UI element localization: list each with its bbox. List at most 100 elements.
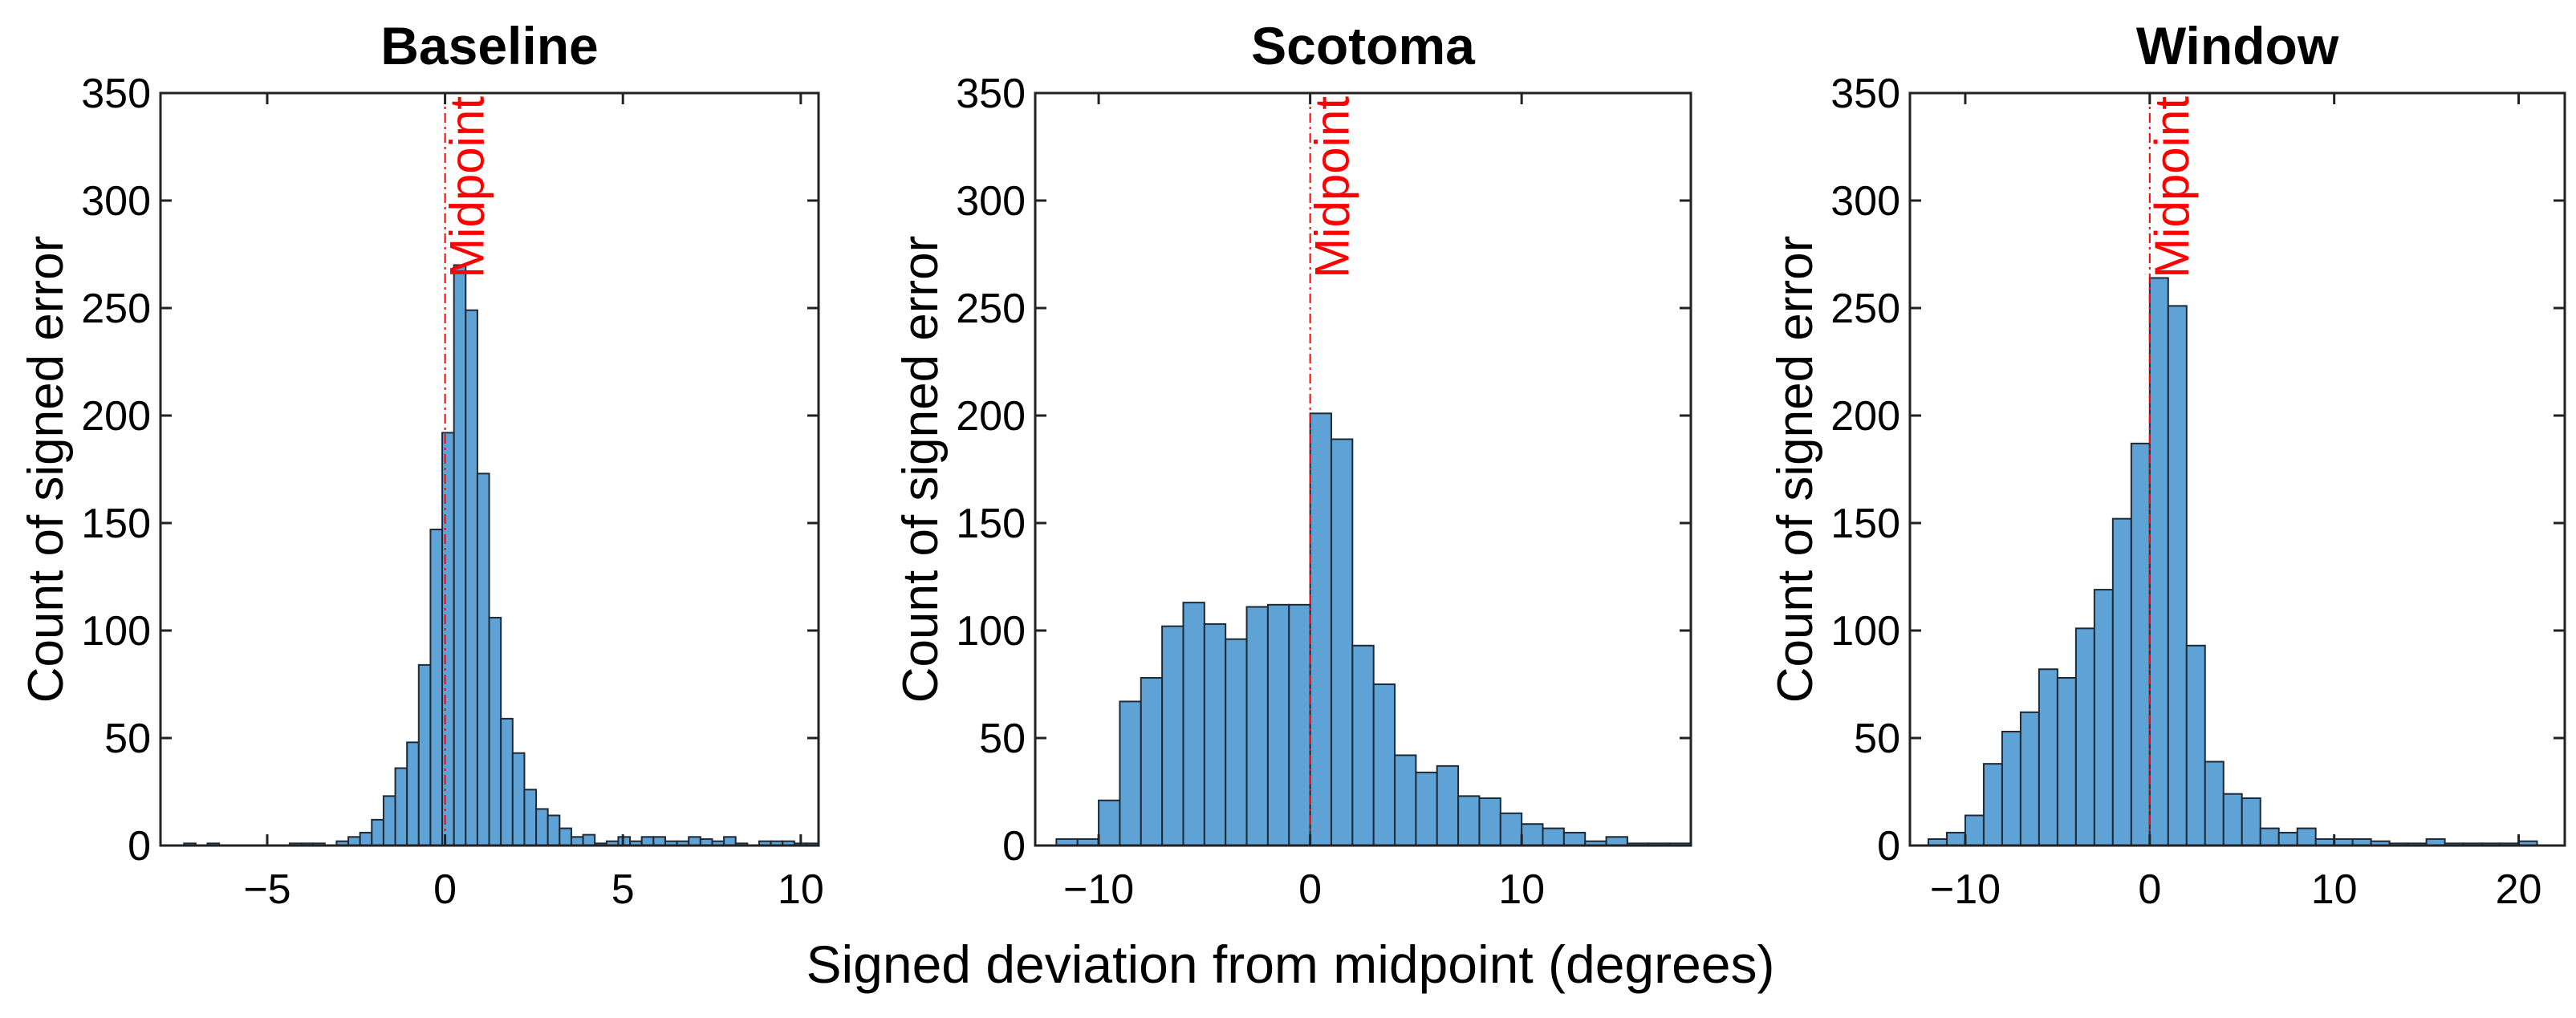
window-ytick-label: 0 bbox=[1877, 823, 1900, 870]
baseline-bar bbox=[441, 432, 455, 846]
scotoma-ytick-label: 300 bbox=[956, 178, 1026, 225]
window-ytick-label: 150 bbox=[1830, 501, 1900, 547]
scotoma-bar bbox=[1288, 603, 1311, 847]
window-bar bbox=[2259, 827, 2280, 847]
scotoma-ytick-label: 350 bbox=[956, 71, 1026, 117]
baseline-bar bbox=[617, 836, 632, 847]
window-title: Window bbox=[2136, 16, 2339, 75]
baseline-bar bbox=[640, 836, 655, 847]
baseline-bar bbox=[559, 827, 572, 847]
window-bar bbox=[2074, 627, 2095, 846]
baseline-ytick-label: 250 bbox=[81, 286, 151, 332]
scotoma-y-axis-label: Count of signed error bbox=[893, 236, 949, 703]
window-y-axis-label: Count of signed error bbox=[1768, 236, 1823, 703]
scotoma-bar bbox=[1436, 765, 1460, 847]
window-xtick-label: −10 bbox=[1930, 866, 2001, 913]
window-bar bbox=[2019, 711, 2040, 847]
scotoma-ytick-label: 250 bbox=[956, 286, 1026, 332]
baseline-bar bbox=[652, 836, 666, 847]
scotoma-bar bbox=[1351, 644, 1375, 847]
figure-x-axis-label: Signed deviation from midpoint (degrees) bbox=[807, 935, 1775, 994]
window-ytick-label: 100 bbox=[1830, 608, 1900, 655]
window-ytick-label: 350 bbox=[1830, 71, 1900, 117]
window-bar bbox=[2038, 668, 2058, 846]
baseline-xtick-label: −5 bbox=[243, 866, 291, 913]
baseline-panel: Baseline Midpoint 0 50 100 150 200 250 300 350 −5 0… bbox=[18, 16, 824, 913]
window-ytick-label: 300 bbox=[1830, 178, 1900, 225]
baseline-bar bbox=[406, 741, 420, 846]
window-bar bbox=[2001, 730, 2021, 847]
scotoma-bar bbox=[1245, 606, 1269, 847]
window-bar bbox=[2185, 644, 2206, 847]
scotoma-bar bbox=[1098, 799, 1121, 846]
scotoma-title: Scotoma bbox=[1251, 16, 1476, 75]
window-bar bbox=[2222, 793, 2243, 846]
baseline-bar bbox=[347, 836, 361, 847]
window-xtick-label: 20 bbox=[2496, 866, 2542, 913]
baseline-bar bbox=[511, 752, 526, 847]
window-bar bbox=[2167, 305, 2188, 846]
window-ytick-label: 250 bbox=[1830, 286, 1900, 332]
baseline-bar bbox=[465, 309, 478, 846]
baseline-ytick-label: 300 bbox=[81, 178, 151, 225]
baseline-midpoint-label: Midpoint bbox=[441, 96, 494, 278]
scotoma-ytick-label: 0 bbox=[1002, 823, 1026, 870]
window-bar bbox=[2204, 760, 2225, 846]
scotoma-xtick-label: −10 bbox=[1063, 866, 1134, 913]
window-bar bbox=[2093, 589, 2114, 847]
baseline-bar bbox=[429, 529, 444, 846]
scotoma-ytick-label: 150 bbox=[956, 501, 1026, 547]
baseline-title: Baseline bbox=[380, 16, 598, 75]
baseline-bar bbox=[535, 808, 549, 847]
baseline-bar bbox=[570, 836, 584, 847]
baseline-ytick-label: 50 bbox=[104, 716, 151, 762]
baseline-bar bbox=[476, 472, 490, 846]
scotoma-bar bbox=[1203, 623, 1227, 847]
window-bar bbox=[1964, 814, 1985, 846]
scotoma-xtick-label: 10 bbox=[1498, 866, 1545, 913]
baseline-bar bbox=[371, 818, 384, 847]
scotoma-bar bbox=[1372, 683, 1396, 846]
window-bar bbox=[1945, 831, 1966, 847]
window-bar bbox=[2148, 277, 2169, 847]
baseline-bar bbox=[723, 836, 737, 847]
baseline-ytick-label: 100 bbox=[81, 608, 151, 655]
window-bar bbox=[2056, 676, 2077, 847]
scotoma-bar bbox=[1415, 771, 1438, 847]
scotoma-bar bbox=[1605, 836, 1628, 847]
scotoma-bar bbox=[1394, 754, 1417, 846]
scotoma-bar bbox=[1499, 812, 1523, 846]
baseline-bar bbox=[359, 831, 373, 847]
baseline-xtick-label: 5 bbox=[611, 866, 635, 913]
baseline-bar bbox=[523, 789, 538, 847]
baseline-bar bbox=[417, 663, 432, 846]
scotoma-midpoint-label: Midpoint bbox=[1306, 96, 1359, 278]
window-bar bbox=[1982, 763, 2003, 846]
window-bar bbox=[2296, 827, 2317, 847]
baseline-xtick-label: 0 bbox=[433, 866, 457, 913]
window-bar bbox=[2111, 517, 2132, 846]
scotoma-bar bbox=[1521, 823, 1544, 846]
window-xtick-label: 0 bbox=[2138, 866, 2161, 913]
scotoma-bar bbox=[1330, 438, 1354, 846]
baseline-xtick-label: 10 bbox=[778, 866, 824, 913]
window-bar bbox=[2277, 831, 2298, 847]
window-ytick-label: 50 bbox=[1854, 716, 1900, 762]
baseline-bar bbox=[382, 795, 396, 846]
scotoma-bar bbox=[1119, 700, 1142, 846]
baseline-bar bbox=[582, 833, 596, 846]
window-ytick-label: 200 bbox=[1830, 393, 1900, 440]
scotoma-axes-frame bbox=[1034, 91, 1692, 847]
baseline-y-axis-label: Count of signed error bbox=[18, 236, 74, 703]
baseline-bar bbox=[688, 836, 701, 847]
scotoma-ytick-label: 50 bbox=[979, 716, 1026, 762]
baseline-ytick-label: 150 bbox=[81, 501, 151, 547]
scotoma-bar bbox=[1562, 831, 1587, 847]
scotoma-bar bbox=[1225, 638, 1248, 846]
window-bar bbox=[2130, 442, 2151, 847]
window-xtick-label: 10 bbox=[2311, 866, 2358, 913]
baseline-axes-frame bbox=[159, 91, 820, 847]
scotoma-bar bbox=[1478, 797, 1501, 846]
window-panel: Window Midpoint 0 50 100 150 200 250 300 350 −10 0 1… bbox=[1768, 16, 2566, 913]
